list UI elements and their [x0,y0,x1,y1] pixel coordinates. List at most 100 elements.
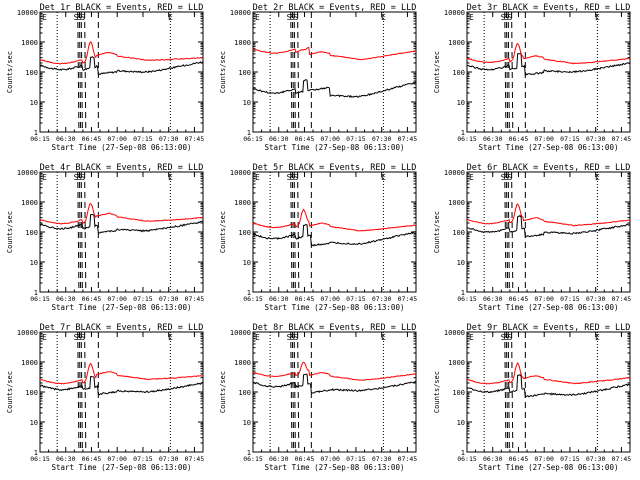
y-tick-label: 1 [247,129,251,137]
flag-label: S [77,13,82,22]
y-tick-label: 100 [25,389,38,397]
plot-frame [466,11,631,133]
flag-label: E [595,173,600,182]
dashed-marker [505,11,509,133]
corner-flag-label: E [469,333,474,342]
x-tick-label: 06:30 [269,295,289,303]
x-tick-label: 07:15 [133,295,153,303]
x-tick-label: 07:45 [398,135,418,143]
flag-label: E [168,173,173,182]
events-series-line [466,52,631,77]
dashed-marker [84,171,87,293]
x-axis-label: Start Time (27-Sep-08 06:13:00) [52,463,192,472]
lld-series-line [39,203,203,225]
plot-frame [39,331,204,453]
x-axis-label: Start Time (27-Sep-08 06:13:00) [52,143,192,152]
lld-series-line [252,46,417,61]
lld-series-line [39,41,204,65]
y-tick-label: 1 [34,129,38,137]
y-tick-label: 10000 [444,329,465,337]
y-axis-label: Counts/sec [433,211,441,253]
flag-label: S [293,333,298,342]
x-tick-label: 07:30 [159,455,179,463]
y-tick-label: 100 [238,69,251,77]
x-tick-label: 06:15 [30,295,50,303]
corner-flag-label: E [469,13,474,22]
y-tick-label: 10000 [230,169,251,177]
x-tick-label: 06:45 [295,455,315,463]
flag-label: E [381,333,386,342]
flag-label: E [168,13,173,22]
flag-label: S [504,13,509,22]
flag-label: S [80,333,85,342]
dashed-marker [505,171,509,293]
flag-label: S [74,333,79,342]
x-tick-label: 07:00 [534,295,554,303]
events-series-line [253,373,417,394]
panel-8: Det 8r BLACK = Events, RED = LLD 1 10 100 10… [219,323,417,472]
dashed-marker [505,331,509,453]
x-tick-label: 07:00 [320,455,340,463]
flag-label: S [74,173,79,182]
flag-label: E [595,333,600,342]
y-axis-label: Counts/sec [6,211,14,253]
x-tick-label: 06:15 [243,295,263,303]
x-tick-label: 07:00 [107,455,127,463]
dashed-marker [297,11,300,133]
y-tick-label: 10000 [230,9,251,17]
lld-series-line [252,361,417,381]
x-tick-label: 07:15 [346,295,366,303]
x-tick-label: 06:15 [243,455,263,463]
y-tick-label: 10000 [17,169,38,177]
flag-label: S [290,13,295,22]
x-tick-label: 06:15 [243,135,263,143]
y-tick-label: 10 [457,259,465,267]
y-tick-label: 10000 [17,9,38,17]
x-tick-label: 07:15 [133,135,153,143]
dashed-marker [297,331,300,453]
dashed-marker [297,171,300,293]
x-tick-label: 07:00 [320,295,340,303]
events-series-line [252,224,417,247]
x-tick-label: 06:45 [509,455,529,463]
x-axis-label: Start Time (27-Sep-08 06:13:00) [265,463,405,472]
y-tick-label: 10000 [17,329,38,337]
corner-flag-label: E [42,333,47,342]
dashed-marker [78,171,82,293]
x-tick-label: 06:30 [56,455,76,463]
dashed-marker [291,171,295,293]
flag-label: S [287,173,292,182]
x-tick-label: 06:15 [457,295,477,303]
dashed-marker [84,331,87,453]
x-axis-label: Start Time (27-Sep-08 06:13:00) [265,143,405,152]
x-tick-label: 06:30 [269,455,289,463]
x-tick-label: 06:30 [483,295,503,303]
x-tick-label: 07:45 [185,135,205,143]
corner-flag-label: E [469,173,474,182]
x-tick-label: 07:30 [159,135,179,143]
y-axis-label: Counts/sec [219,51,227,93]
y-tick-label: 1000 [234,359,251,367]
x-tick-label: 06:45 [82,135,102,143]
x-tick-label: 06:45 [509,135,529,143]
flag-label: S [290,173,295,182]
y-tick-label: 10 [243,99,251,107]
dashed-marker [84,11,87,133]
x-tick-label: 07:15 [560,295,580,303]
x-tick-label: 07:00 [107,295,127,303]
dashed-marker [77,11,80,133]
panel-title: Det 8r BLACK = Events, RED = LLD [253,323,417,333]
dashed-marker [504,331,507,453]
y-tick-label: 1 [34,289,38,297]
dashed-marker [507,331,510,453]
panel-9: Det 9r BLACK = Events, RED = LLD 1 10 100 10… [433,323,631,472]
flag-label: S [501,13,506,22]
x-tick-label: 06:15 [30,455,50,463]
y-tick-label: 1000 [448,39,465,47]
panel-1: Det 1r BLACK = Events, RED = LLD 1 10 100 10… [6,3,204,152]
y-axis-label: Counts/sec [219,371,227,413]
x-axis-label: Start Time (27-Sep-08 06:13:00) [52,303,192,312]
y-tick-label: 100 [452,69,465,77]
y-tick-label: 1000 [21,359,38,367]
flag-label: S [74,13,79,22]
